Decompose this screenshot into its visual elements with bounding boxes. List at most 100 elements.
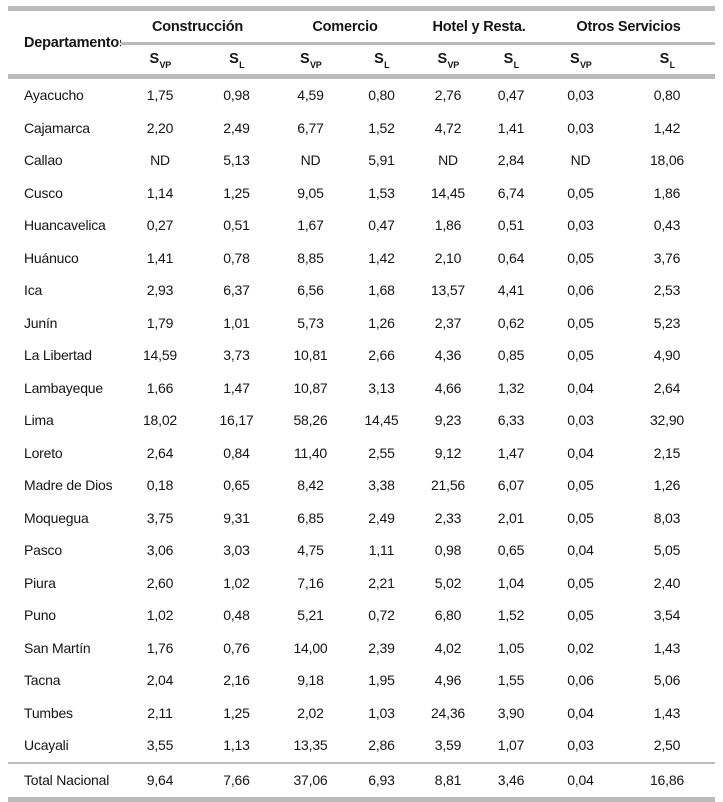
value-cell: 5,91 xyxy=(368,152,395,169)
department-cell: Piura xyxy=(24,574,56,591)
value-cell: 2,64 xyxy=(146,444,174,461)
value-cell: 3,54 xyxy=(653,607,681,624)
value-cell: 1,11 xyxy=(368,542,395,559)
value-cell: 0,05 xyxy=(567,347,594,364)
value-cell: 2,02 xyxy=(297,704,324,721)
value-cell: 14,00 xyxy=(293,639,328,656)
value-cell: 2,64 xyxy=(653,379,681,396)
value-cell: 3,76 xyxy=(653,249,681,266)
value-cell: 18,02 xyxy=(142,412,178,429)
value-cell: 1,41 xyxy=(146,249,174,266)
value-cell: 3,46 xyxy=(480,762,542,802)
value-cell: 5,13 xyxy=(223,152,250,169)
department-cell: Moquegua xyxy=(24,509,89,526)
value-cell: 2,53 xyxy=(653,282,681,299)
value-cell: 0,05 xyxy=(567,509,594,526)
value-cell: 9,18 xyxy=(297,672,324,689)
value-cell: 1,02 xyxy=(146,607,174,624)
value-cell: 1,07 xyxy=(480,729,542,764)
value-cell: 2,11 xyxy=(147,704,173,721)
table-row: Puno 1,02 0,48 5,21 0,72 6,80 1,52 0,05 3,54 xyxy=(8,599,715,632)
value-cell: 1,52 xyxy=(368,119,395,136)
value-cell: 6,77 xyxy=(297,119,324,136)
value-cell: 2,49 xyxy=(368,509,395,526)
value-cell: 0,03 xyxy=(567,412,594,429)
table-row: Huánuco 1,41 0,78 8,85 1,42 2,10 0,64 0,05 3,76 xyxy=(8,242,715,275)
subheader-sl: SL xyxy=(480,43,542,79)
value-cell: 0,06 xyxy=(567,282,594,299)
value-cell: 1,32 xyxy=(497,379,525,396)
value-cell: 3,06 xyxy=(146,542,174,559)
value-cell: 8,85 xyxy=(297,249,324,266)
table-row: La Libertad 14,59 3,73 10,81 2,66 4,36 0,85 0,0… xyxy=(8,339,715,372)
value-cell: 2,50 xyxy=(619,729,715,764)
value-cell: 0,98 xyxy=(223,87,250,104)
value-cell: 6,74 xyxy=(497,184,525,201)
value-cell: 1,43 xyxy=(653,639,681,656)
subheader-sl: SL xyxy=(199,43,274,79)
value-cell: 10,81 xyxy=(293,347,328,364)
value-cell: 0,43 xyxy=(653,217,681,234)
value-cell: 2,55 xyxy=(368,444,395,461)
value-cell: 0,05 xyxy=(567,477,594,494)
value-cell: 5,06 xyxy=(653,672,681,689)
value-cell: 1,76 xyxy=(146,639,174,656)
value-cell: 0,05 xyxy=(567,184,594,201)
department-cell: Puno xyxy=(24,607,56,624)
value-cell: 2,76 xyxy=(434,87,462,104)
value-cell: 0,04 xyxy=(567,542,594,559)
group-header-hotel-resta: Hotel y Resta. xyxy=(416,8,542,45)
table-footer: Total Nacional 9,64 7,66 37,06 6,93 8,81 3,46 0… xyxy=(8,762,715,802)
value-cell: 1,86 xyxy=(653,184,681,201)
value-cell: 1,53 xyxy=(368,184,395,201)
value-cell: 0,64 xyxy=(497,249,525,266)
value-cell: 2,33 xyxy=(434,509,462,526)
value-cell: 16,86 xyxy=(619,762,715,802)
table-row: Moquegua 3,75 9,31 6,85 2,49 2,33 2,01 0,05 8,03 xyxy=(8,502,715,535)
department-cell: Madre de Dios xyxy=(24,477,113,494)
value-cell: ND xyxy=(438,152,458,169)
value-cell: 8,42 xyxy=(297,477,324,494)
department-cell: La Libertad xyxy=(24,347,92,364)
value-cell: 6,07 xyxy=(497,477,525,494)
value-cell: 4,59 xyxy=(297,87,324,104)
value-cell: 24,36 xyxy=(430,704,466,721)
value-cell: 9,05 xyxy=(297,184,324,201)
value-cell: 2,93 xyxy=(146,282,174,299)
value-cell: 1,43 xyxy=(653,704,681,721)
value-cell: 3,90 xyxy=(497,704,525,721)
value-cell: 1,42 xyxy=(653,119,681,136)
value-cell: 5,23 xyxy=(653,314,681,331)
value-cell: 1,95 xyxy=(368,672,395,689)
value-cell: 2,10 xyxy=(434,249,462,266)
value-cell: 0,18 xyxy=(146,477,174,494)
department-cell: San Martín xyxy=(24,639,91,656)
value-cell: 3,73 xyxy=(223,347,250,364)
value-cell: 1,04 xyxy=(497,574,525,591)
value-cell: 1,13 xyxy=(199,729,274,764)
table-row: Ayacucho 1,75 0,98 4,59 0,80 2,76 0,47 0,03 0,80 xyxy=(8,77,715,112)
sub-header-row: SVP SL SVP SL SVP SL SVP SL xyxy=(8,43,715,79)
value-cell: 0,04 xyxy=(567,704,594,721)
departments-sector-table: Departamentos Construcción Comercio Hote… xyxy=(8,6,715,802)
value-cell: 2,84 xyxy=(497,152,525,169)
value-cell: 0,47 xyxy=(497,87,525,104)
group-header-comercio: Comercio xyxy=(274,8,416,45)
value-cell: 0,65 xyxy=(223,477,250,494)
value-cell: 0,05 xyxy=(567,249,594,266)
value-cell: 1,42 xyxy=(368,249,395,266)
value-cell: 0,04 xyxy=(542,762,619,802)
department-cell: Ucayali xyxy=(8,729,121,764)
value-cell: 5,02 xyxy=(434,574,462,591)
department-cell: Junín xyxy=(24,314,58,331)
value-cell: 0,80 xyxy=(653,87,681,104)
value-cell: 18,06 xyxy=(649,152,685,169)
value-cell: 1,26 xyxy=(368,314,395,331)
value-cell: 0,85 xyxy=(497,347,525,364)
value-cell: 1,66 xyxy=(146,379,174,396)
value-cell: 0,05 xyxy=(567,607,594,624)
table-row: Ica 2,93 6,37 6,56 1,68 13,57 4,41 0,06 2,53 xyxy=(8,274,715,307)
department-cell: Lima xyxy=(24,412,54,429)
value-cell: 2,01 xyxy=(497,509,525,526)
